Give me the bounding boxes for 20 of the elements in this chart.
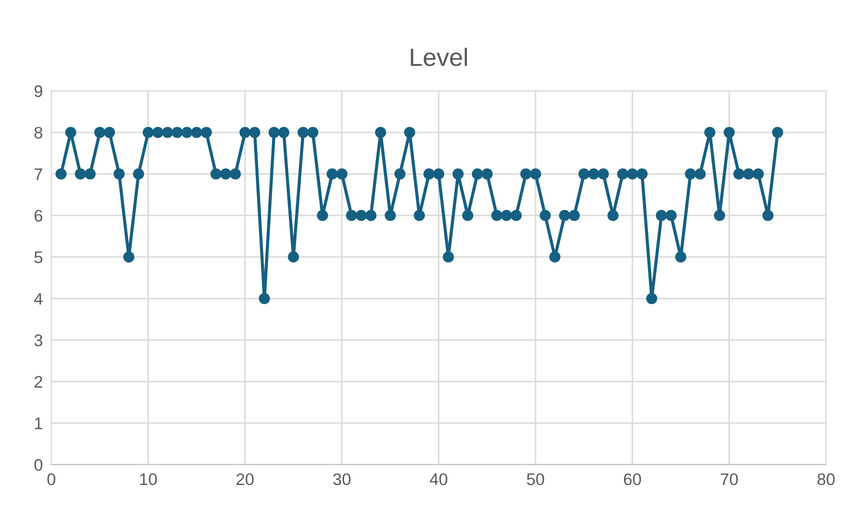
x-tick-label: 80 <box>817 473 835 486</box>
y-tick-label: 7 <box>34 168 42 180</box>
x-tick-label: 60 <box>624 473 641 486</box>
chart-title: Level <box>410 48 467 66</box>
y-tick-label: 3 <box>34 334 42 346</box>
y-tick-label: 5 <box>34 252 42 264</box>
x-tick-label: 20 <box>236 473 254 486</box>
y-tick-label: 2 <box>34 376 42 388</box>
x-tick-label: 30 <box>333 473 350 486</box>
y-tick-label: 9 <box>34 85 42 98</box>
y-tick-label: 4 <box>34 293 43 305</box>
x-tick-label: 70 <box>720 473 738 486</box>
x-tick-label: 50 <box>526 473 544 486</box>
x-tick-label: 40 <box>430 473 448 486</box>
y-tick-label: 1 <box>35 418 42 430</box>
y-tick-label: 8 <box>34 126 42 139</box>
x-tick-label: 0 <box>47 473 56 486</box>
y-tick-label: 0 <box>34 459 42 471</box>
x-tick-label: 10 <box>140 473 157 486</box>
y-tick-label: 6 <box>34 210 42 222</box>
